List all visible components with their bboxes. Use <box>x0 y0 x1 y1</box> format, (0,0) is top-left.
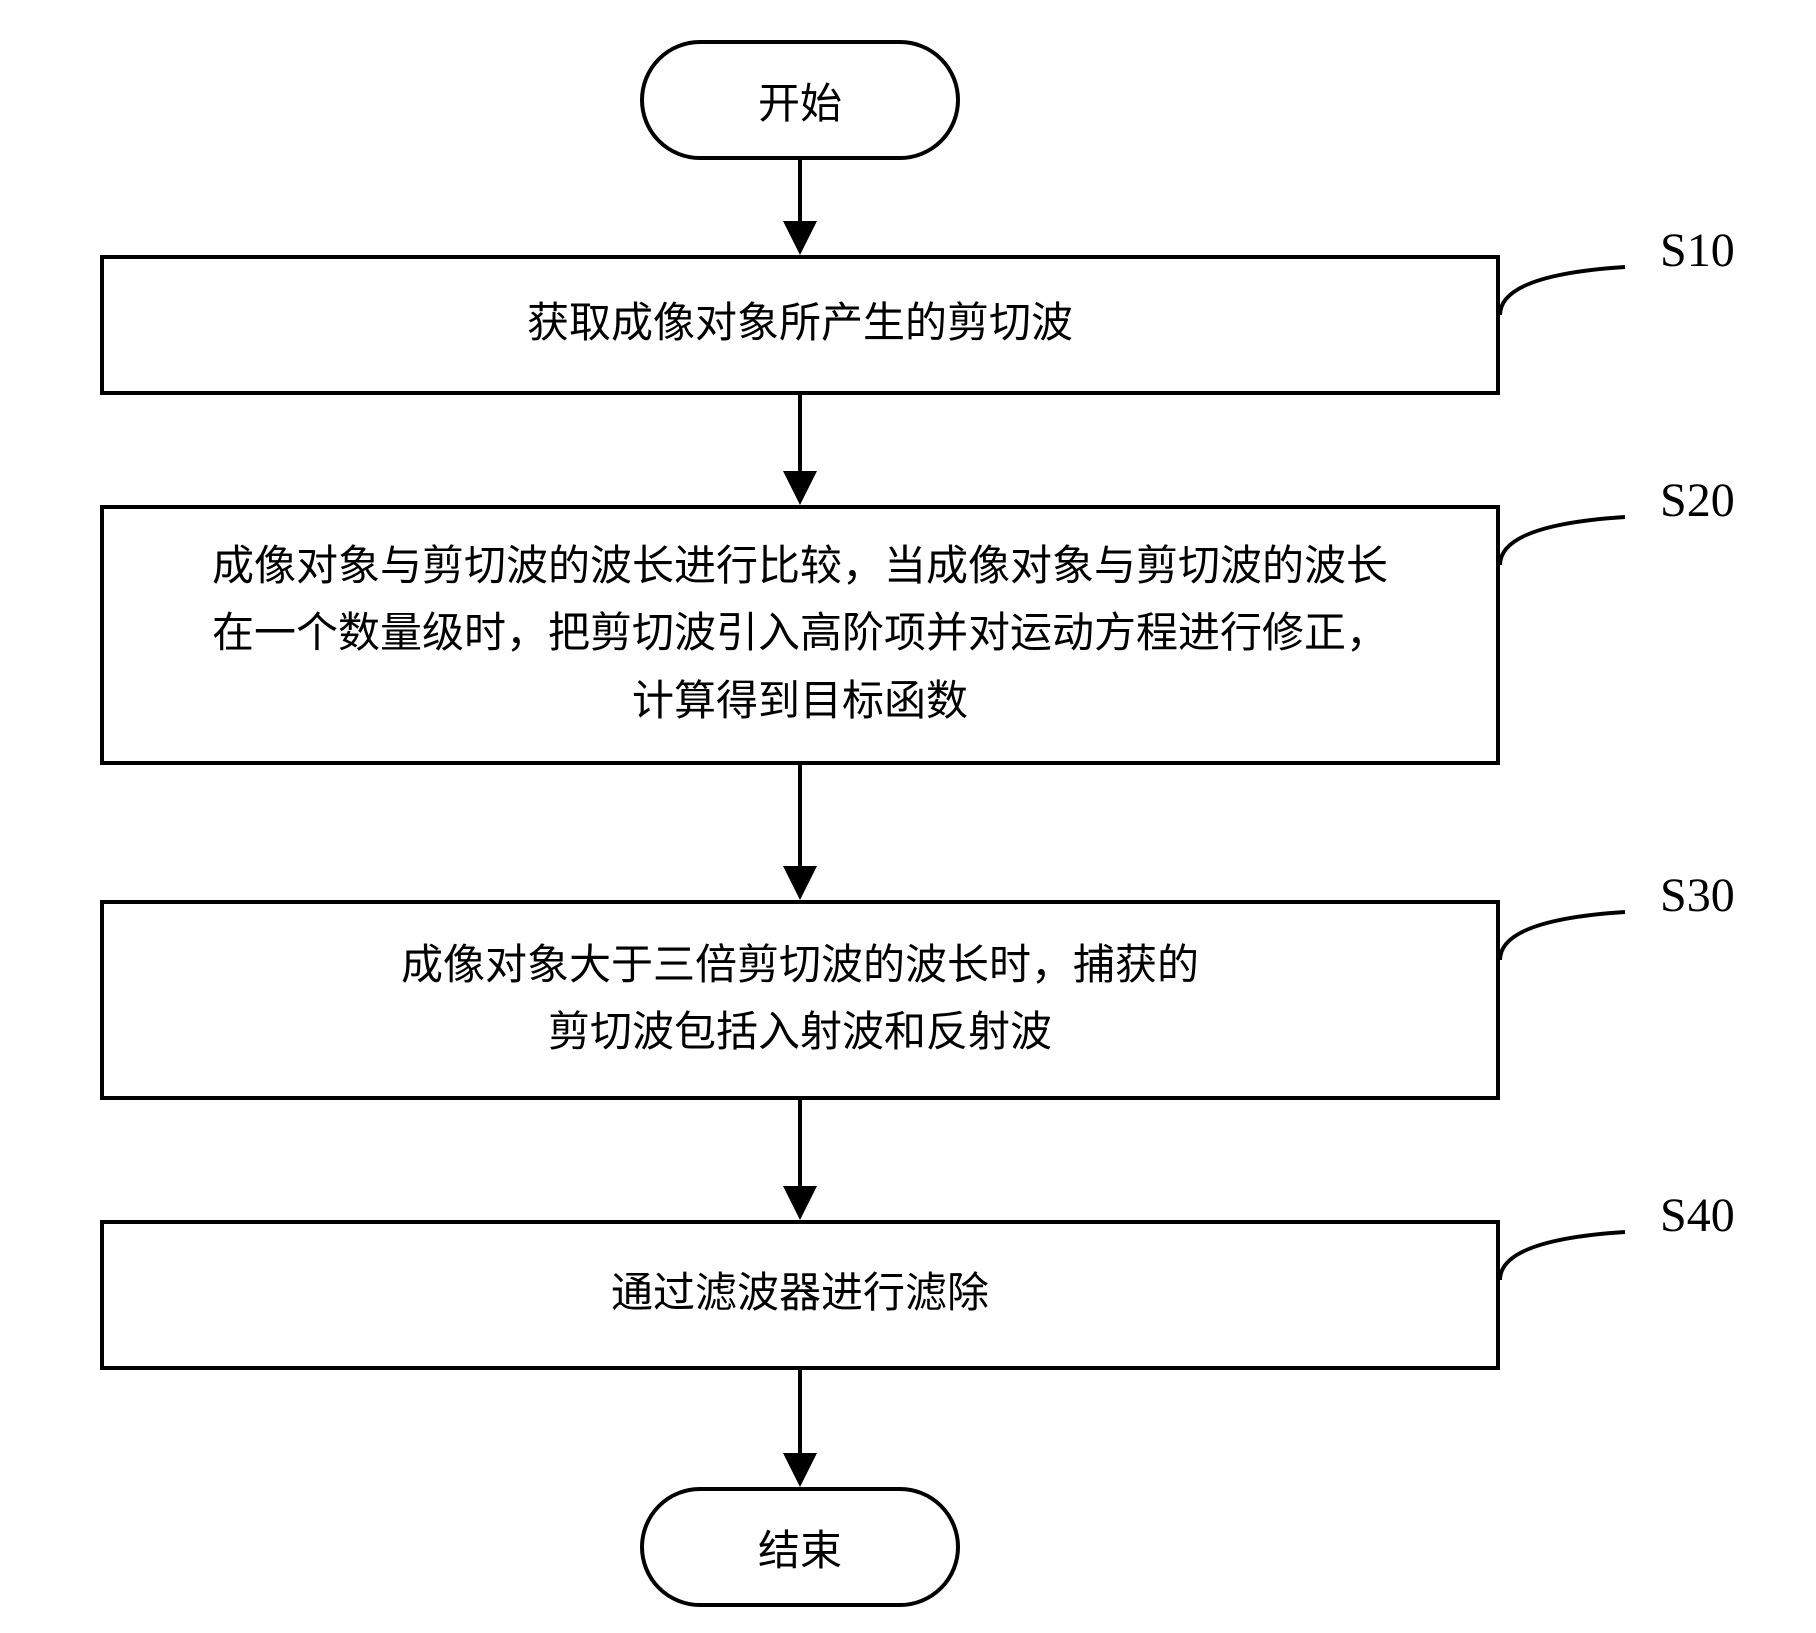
step-s30: 成像对象大于三倍剪切波的波长时，捕获的 剪切波包括入射波和反射波 <box>100 900 1500 1100</box>
label-connector-s40 <box>1495 1200 1635 1290</box>
step-s10: 获取成像对象所产生的剪切波 <box>100 255 1500 395</box>
flow-arrow <box>766 765 834 902</box>
step-label-s40: S40 <box>1660 1188 1735 1243</box>
terminal-end-text: 结束 <box>758 1517 842 1578</box>
label-connector-s10 <box>1495 235 1635 325</box>
label-connector-s30 <box>1495 880 1635 970</box>
step-s30-text: 成像对象大于三倍剪切波的波长时，捕获的 剪切波包括入射波和反射波 <box>401 933 1199 1067</box>
terminal-start: 开始 <box>640 40 960 160</box>
flow-arrow <box>766 160 834 257</box>
step-s40: 通过滤波器进行滤除 <box>100 1220 1500 1370</box>
step-label-s20: S20 <box>1660 473 1735 528</box>
flow-arrow <box>766 1100 834 1222</box>
step-s20: 成像对象与剪切波的波长进行比较，当成像对象与剪切波的波长 在一个数量级时，把剪切… <box>100 505 1500 765</box>
terminal-end: 结束 <box>640 1487 960 1607</box>
flow-arrow <box>766 395 834 507</box>
flow-arrow <box>766 1370 834 1489</box>
label-connector-s20 <box>1495 485 1635 575</box>
step-label-s10: S10 <box>1660 223 1735 278</box>
step-s10-text: 获取成像对象所产生的剪切波 <box>527 291 1073 358</box>
step-s20-text: 成像对象与剪切波的波长进行比较，当成像对象与剪切波的波长 在一个数量级时，把剪切… <box>212 534 1388 736</box>
step-s40-text: 通过滤波器进行滤除 <box>611 1261 989 1328</box>
terminal-start-text: 开始 <box>758 70 842 131</box>
step-label-s30: S30 <box>1660 868 1735 923</box>
